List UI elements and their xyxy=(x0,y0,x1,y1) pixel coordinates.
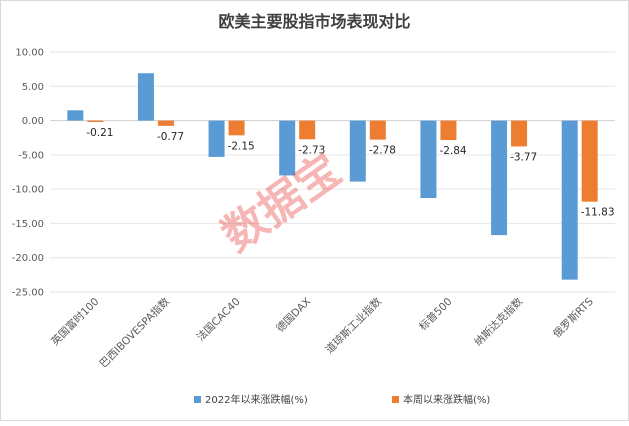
y-tick-label: -25.00 xyxy=(12,288,44,299)
chart-title: 欧美主要股指市场表现对比 xyxy=(218,12,410,31)
bar-series-2 xyxy=(511,120,528,147)
bar-series-2 xyxy=(157,120,174,126)
bar-series-2 xyxy=(369,120,386,140)
bar-series-1 xyxy=(279,120,296,176)
bar-series-2 xyxy=(87,120,104,123)
bar-series-2 xyxy=(299,120,316,140)
bar-series-1 xyxy=(349,120,366,182)
data-label: -0.21 xyxy=(86,127,113,139)
y-tick-label: 0.00 xyxy=(22,116,44,127)
legend-swatch xyxy=(392,396,399,403)
data-label: -2.73 xyxy=(298,144,325,156)
data-label: -0.77 xyxy=(157,131,184,143)
y-tick-label: -5.00 xyxy=(18,150,44,161)
y-tick-label: -20.00 xyxy=(12,253,44,264)
y-tick-label: 5.00 xyxy=(22,82,44,93)
data-label: -2.15 xyxy=(228,140,255,152)
y-axis-ticks: 10.00 5.00 0.00 -5.00 -10.00 -15.00 -20.00 -25.… xyxy=(12,48,44,299)
y-tick-label: 10.00 xyxy=(15,48,44,59)
bar-series-1 xyxy=(67,110,84,121)
data-label: -11.83 xyxy=(581,207,615,219)
data-labels: -0.21 -0.77 -2.15 -2.73 -2.78 -2.84 -3.77 -11.8… xyxy=(86,127,614,219)
bar-series-2 xyxy=(440,120,457,141)
y-tick-label: -15.00 xyxy=(12,219,44,230)
legend-label: 本周以来涨跌幅(%) xyxy=(403,393,490,406)
bar-series-1 xyxy=(561,120,578,280)
bar-series-2 xyxy=(581,120,598,202)
data-label: -3.77 xyxy=(510,151,537,163)
y-tick-label: -10.00 xyxy=(12,185,44,196)
bar-series-1 xyxy=(491,120,508,236)
bars xyxy=(67,73,598,280)
legend-swatch xyxy=(194,396,201,403)
bar-series-1 xyxy=(208,120,225,157)
legend: 2022年以来涨跌幅(%) 本周以来涨跌幅(%) xyxy=(194,393,490,406)
data-label: -2.78 xyxy=(369,145,396,157)
data-label: -2.84 xyxy=(439,145,466,157)
bar-series-1 xyxy=(420,120,437,199)
bar-series-1 xyxy=(137,73,154,121)
legend-label: 2022年以来涨跌幅(%) xyxy=(205,393,308,406)
bar-series-2 xyxy=(228,120,245,136)
